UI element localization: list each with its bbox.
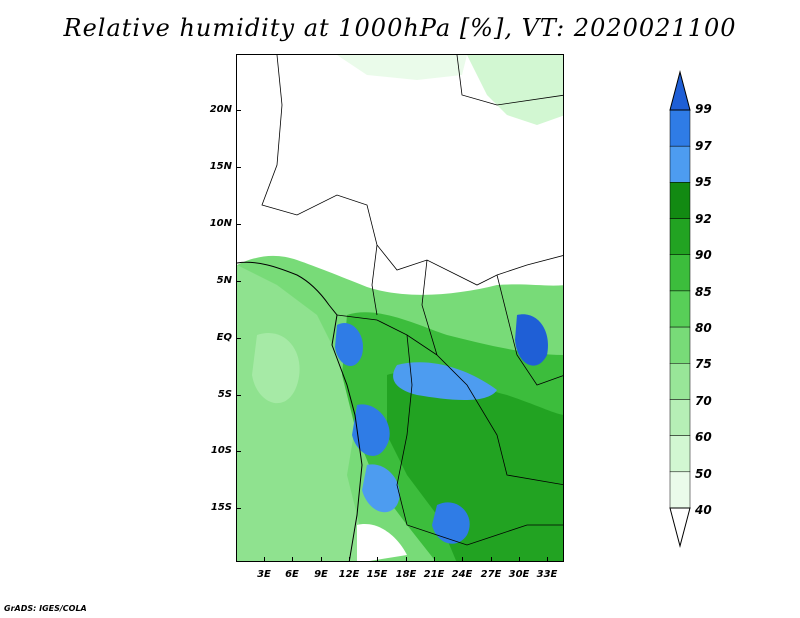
dry-southern-patch <box>357 524 407 561</box>
colorbar-block <box>669 182 691 219</box>
lat-tick <box>236 110 241 111</box>
colorbar-label-90: 90 <box>695 248 712 262</box>
colorbar-label-85: 85 <box>695 285 712 299</box>
lon-label-21e: 21E <box>423 569 445 580</box>
lon-tick <box>264 557 265 562</box>
lat-label-15s: 15S <box>210 502 232 513</box>
lon-label-30e: 30E <box>508 569 530 580</box>
colorbar-bottom-arrow <box>669 507 691 548</box>
lon-tick <box>434 557 435 562</box>
colorbar-label-75: 75 <box>695 357 712 371</box>
colorbar-block <box>669 471 691 509</box>
humidity-field <box>237 55 563 561</box>
colorbar-block <box>669 435 691 473</box>
moist-deep <box>387 372 563 561</box>
lon-label-3e: 3E <box>257 569 271 580</box>
colorbar-label-97: 97 <box>695 139 712 153</box>
lon-label-9e: 9E <box>314 569 328 580</box>
lat-tick <box>236 224 241 225</box>
map-title: Relative humidity at 1000hPa [%], VT: 20… <box>63 14 737 42</box>
lat-label-10n: 10N <box>209 218 232 229</box>
saturated-5 <box>432 502 470 544</box>
saturated-6 <box>515 314 548 366</box>
colorbar-label-99: 99 <box>695 102 712 116</box>
lat-tick <box>236 508 241 509</box>
lat-label-5n: 5N <box>216 275 232 286</box>
colorbar-block <box>669 363 691 400</box>
saturated-3 <box>352 404 390 456</box>
lon-label-33e: 33E <box>536 569 558 580</box>
lon-tick <box>491 557 492 562</box>
lat-tick <box>236 281 241 282</box>
saturated-1 <box>335 323 363 367</box>
colorbar-label-40: 40 <box>695 503 712 517</box>
lon-label-18e: 18E <box>395 569 417 580</box>
saturated-4 <box>362 464 400 513</box>
lon-tick <box>547 557 548 562</box>
colorbar-block <box>669 290 691 328</box>
moist-north-fringe <box>467 55 563 125</box>
lon-tick <box>321 557 322 562</box>
lon-label-6e: 6E <box>285 569 299 580</box>
border-lines <box>261 55 563 546</box>
lon-label-27e: 27E <box>480 569 502 580</box>
lon-tick <box>349 557 350 562</box>
lon-tick <box>406 557 407 562</box>
lon-tick <box>519 557 520 562</box>
colorbar-block <box>669 254 691 292</box>
moist-north-fringe-2 <box>337 55 467 80</box>
lat-tick <box>236 167 241 168</box>
colorbar-label-92: 92 <box>695 212 712 226</box>
lon-label-24e: 24E <box>451 569 473 580</box>
light-ocean-patch <box>252 333 300 404</box>
colorbar-label-50: 50 <box>695 467 712 481</box>
lat-tick <box>236 395 241 396</box>
lat-tick <box>236 338 241 339</box>
lat-label-10s: 10S <box>210 445 232 456</box>
lon-label-15e: 15E <box>366 569 388 580</box>
colorbar-block <box>669 326 691 364</box>
lat-label-eq: EQ <box>216 332 232 343</box>
lon-label-12e: 12E <box>338 569 360 580</box>
saturated-2 <box>393 362 497 400</box>
colorbar-block <box>669 109 691 147</box>
lat-label-15n: 15N <box>209 161 232 172</box>
lat-label-5s: 5S <box>217 389 232 400</box>
colorbar-block <box>669 145 691 183</box>
map-panel <box>236 54 564 562</box>
lat-tick <box>236 451 241 452</box>
colorbar-label-70: 70 <box>695 394 712 408</box>
colorbar-block <box>669 399 691 436</box>
credit-text: GrADS: IGES/COLA <box>4 604 87 613</box>
lon-tick <box>377 557 378 562</box>
coastline <box>237 261 363 561</box>
colorbar-top-arrow <box>669 70 691 111</box>
colorbar-label-80: 80 <box>695 321 712 335</box>
colorbar-label-95: 95 <box>695 175 712 189</box>
lon-tick <box>462 557 463 562</box>
colorbar-label-60: 60 <box>695 430 712 444</box>
lon-tick <box>292 557 293 562</box>
lat-label-20n: 20N <box>209 104 232 115</box>
colorbar-block <box>669 218 691 255</box>
